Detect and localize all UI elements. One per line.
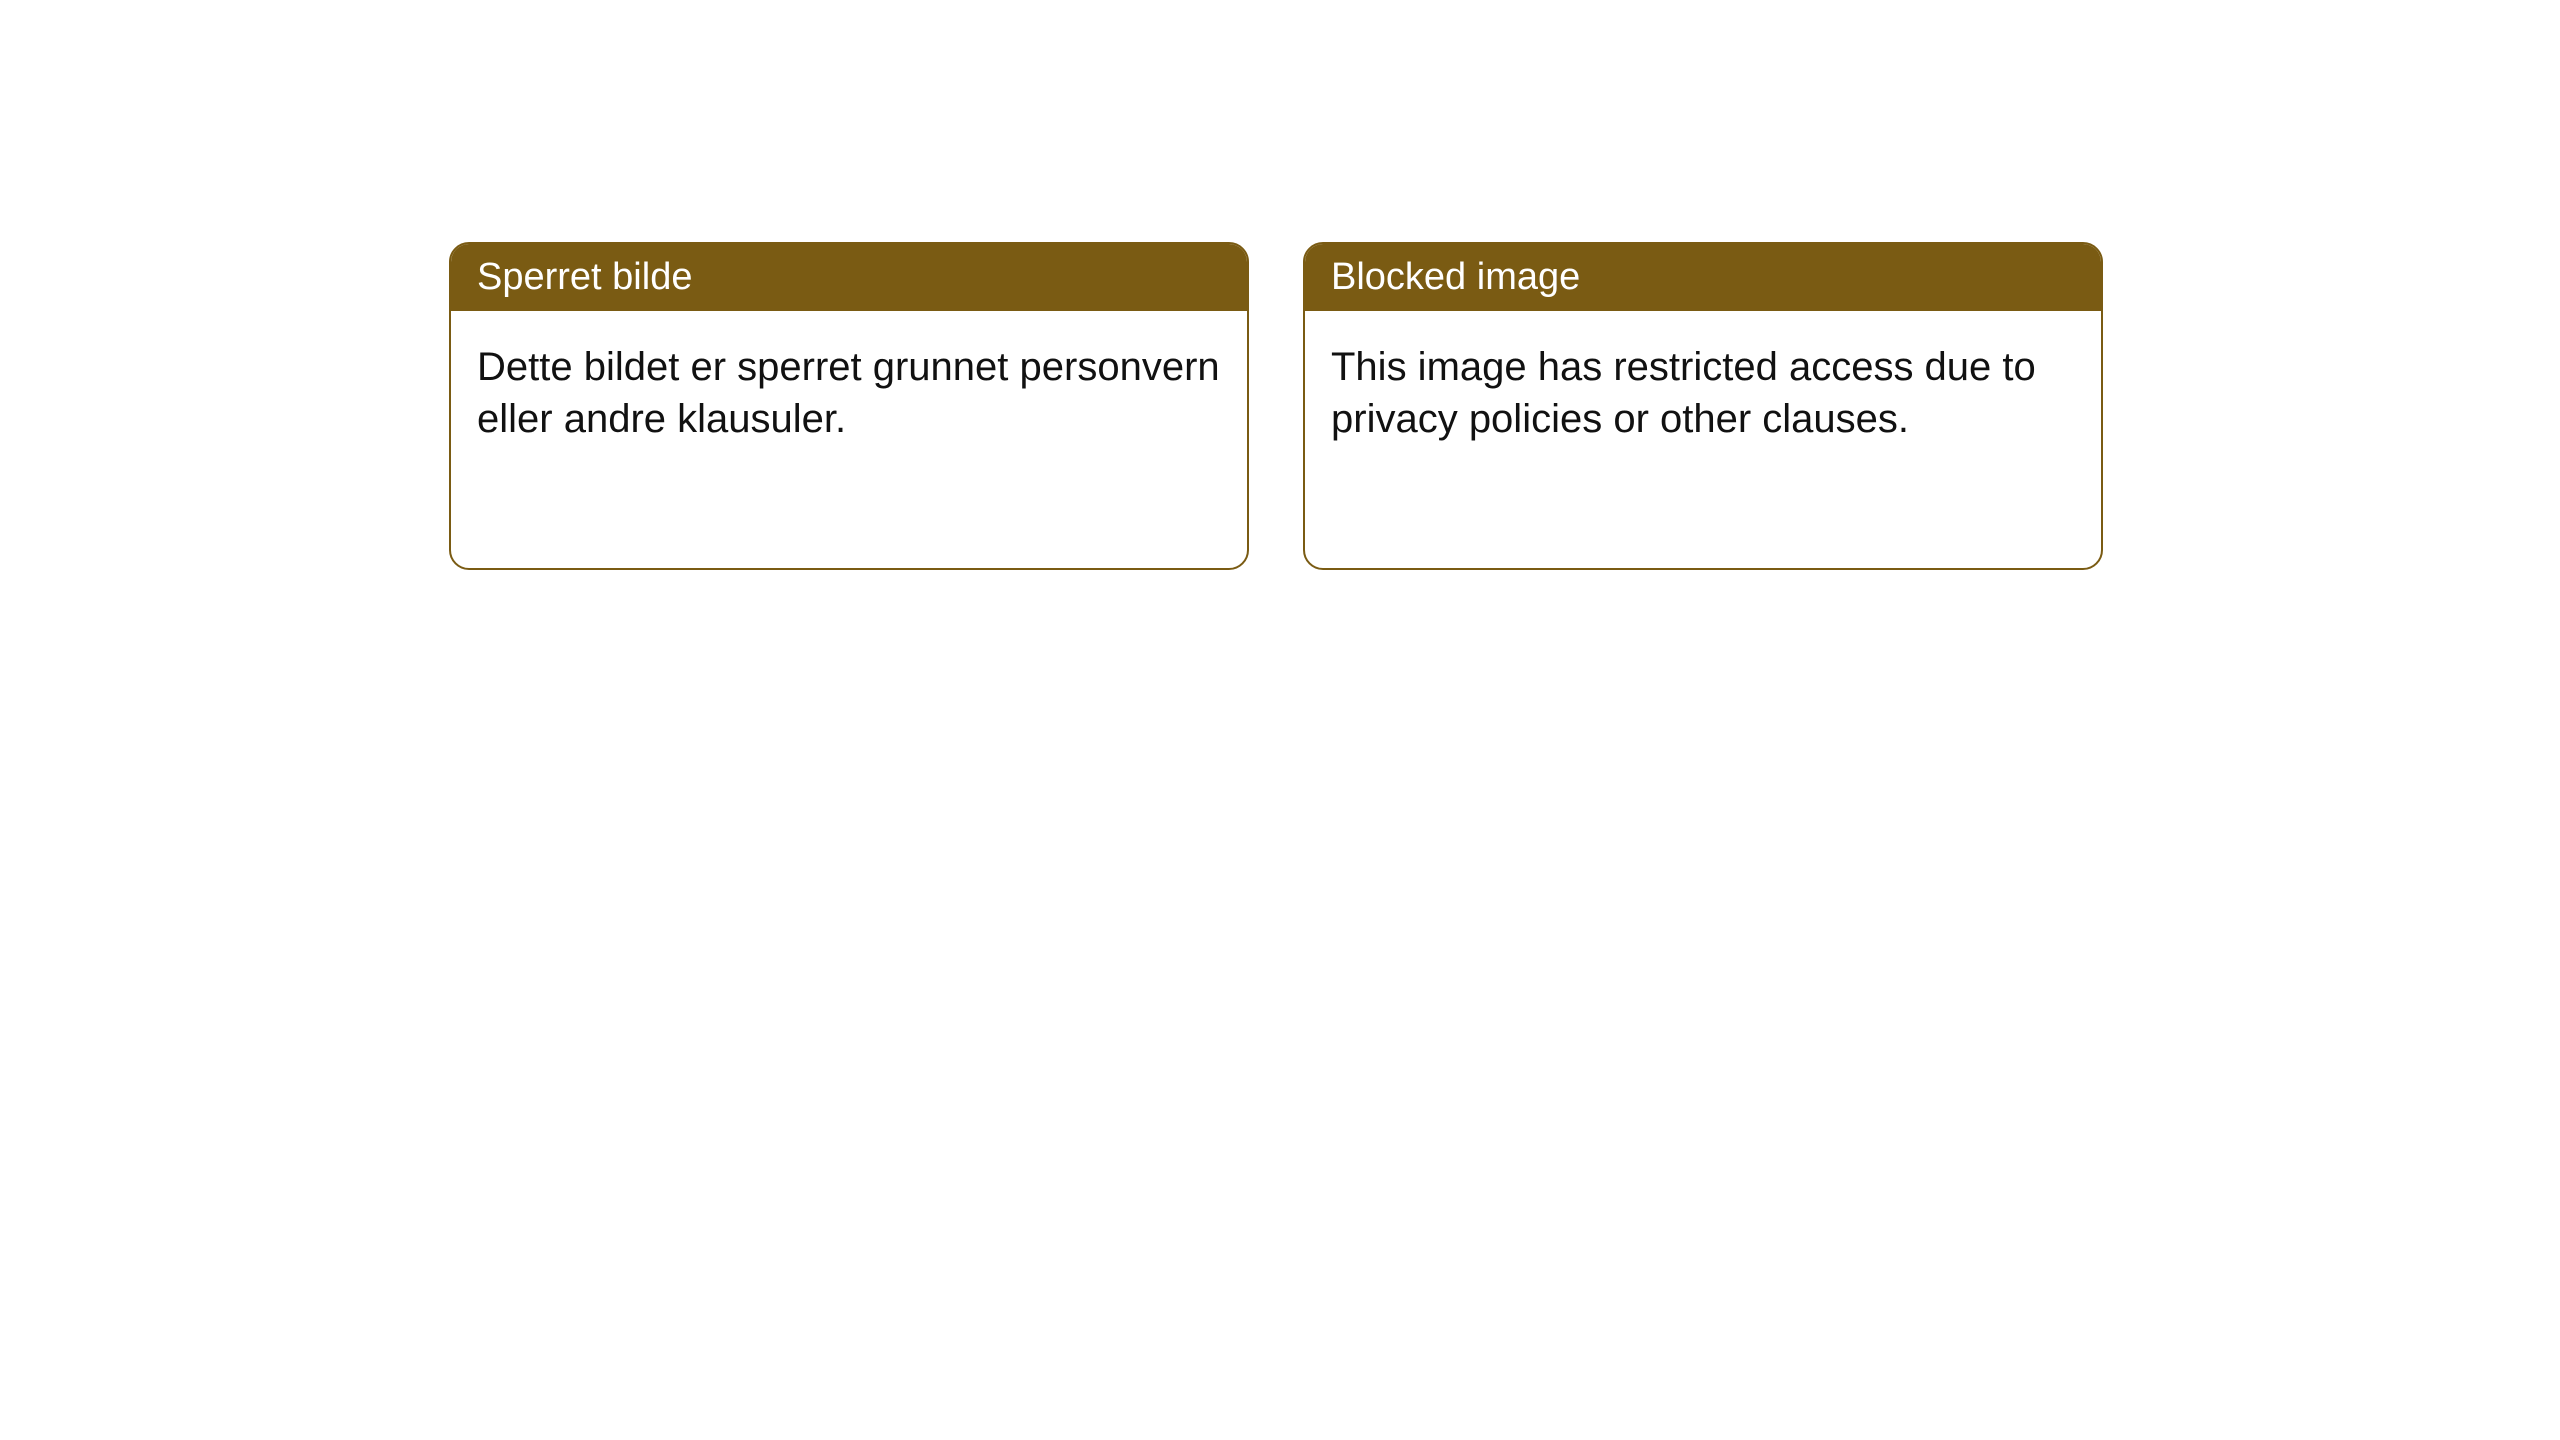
card-header: Sperret bilde xyxy=(451,244,1247,311)
card-title: Sperret bilde xyxy=(477,256,692,298)
card-body-text: Dette bildet er sperret grunnet personve… xyxy=(477,345,1220,441)
card-blocked-image-no: Sperret bilde Dette bildet er sperret gr… xyxy=(449,242,1249,570)
card-body: Dette bildet er sperret grunnet personve… xyxy=(451,311,1247,475)
card-body-text: This image has restricted access due to … xyxy=(1331,345,2036,441)
card-header: Blocked image xyxy=(1305,244,2101,311)
card-blocked-image-en: Blocked image This image has restricted … xyxy=(1303,242,2103,570)
card-body: This image has restricted access due to … xyxy=(1305,311,2101,475)
cards-container: Sperret bilde Dette bildet er sperret gr… xyxy=(449,242,2103,570)
card-title: Blocked image xyxy=(1331,256,1580,298)
